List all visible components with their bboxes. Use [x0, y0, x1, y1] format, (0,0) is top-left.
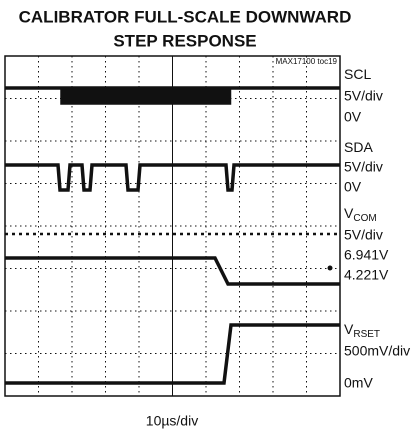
vcom-trace [5, 256, 340, 286]
graticule [5, 56, 340, 396]
channel-name: VCOM [344, 205, 377, 224]
channel-scale: 0mV [344, 375, 373, 391]
marker-dot [327, 265, 333, 271]
channel-scale: 0V [344, 109, 362, 125]
vrset-trace [5, 323, 340, 385]
sda-trace [5, 163, 340, 192]
channel-scale: 500mV/div [344, 343, 410, 359]
timebase: 10µs/div [146, 413, 198, 429]
channel-scale: 6.941V [344, 247, 389, 263]
title: CALIBRATOR FULL-SCALE DOWNWARD [19, 7, 352, 26]
channel-scale: 5V/div [344, 88, 383, 104]
channel-scale: 4.221V [344, 267, 389, 283]
channel-name: SCL [344, 66, 371, 82]
scl-trace [5, 86, 340, 105]
channel-scale: 0V [344, 179, 362, 195]
traces [5, 86, 340, 385]
title: STEP RESPONSE [113, 31, 256, 50]
channel-scale: 5V/div [344, 227, 383, 243]
channel-name: SDA [344, 139, 373, 155]
channel-labels: SCL 5V/div 0V SDA 5V/div 0V VCOM 5V/div 6.941V 4.… [344, 66, 410, 391]
channel-name: VRSET [344, 321, 380, 340]
channel-scale: 5V/div [344, 159, 383, 175]
